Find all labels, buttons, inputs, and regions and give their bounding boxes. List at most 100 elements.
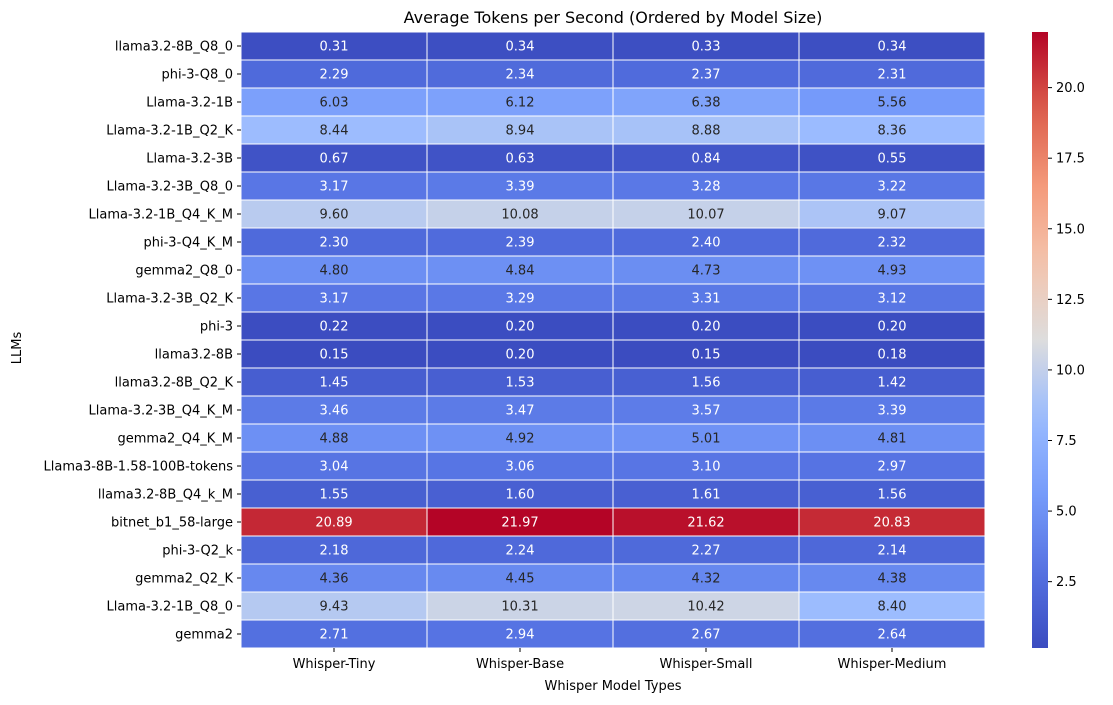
heatmap-cell bbox=[612, 143, 800, 173]
cell-value-label: 4.38 bbox=[878, 572, 907, 587]
heatmap-cell bbox=[240, 283, 428, 313]
cell-value-label: 8.94 bbox=[506, 124, 535, 139]
cell-value-label: 4.81 bbox=[878, 432, 907, 447]
cell-value-label: 4.73 bbox=[692, 264, 721, 279]
row-labels: llama3.2-8B_Q8_0 phi-3-Q8_0 Llama-3.2-1B Ll… bbox=[44, 40, 241, 643]
cell-value-label: 0.34 bbox=[506, 40, 535, 55]
colorbar-tick-label: 10.0 bbox=[1056, 363, 1085, 378]
row-label: Llama-3.2-3B_Q8_0 bbox=[107, 180, 233, 195]
colorbar-tick-label: 5.0 bbox=[1056, 505, 1077, 520]
row-label: gemma2_Q8_0 bbox=[135, 264, 233, 279]
cell-value-label: 5.56 bbox=[878, 96, 907, 111]
cell-value-label: 6.03 bbox=[320, 96, 349, 111]
cell-value-label: 3.31 bbox=[692, 292, 721, 307]
row-label: gemma2 bbox=[175, 628, 233, 643]
heatmap-cell bbox=[798, 31, 986, 61]
heatmap-cell bbox=[426, 591, 614, 621]
heatmap-cell bbox=[426, 311, 614, 341]
row-label: Llama-3.2-1B_Q8_0 bbox=[107, 600, 233, 615]
cell-value-label: 2.32 bbox=[878, 236, 907, 251]
colorbar-tick-label: 20.0 bbox=[1056, 81, 1085, 96]
cell-value-label: 1.55 bbox=[320, 488, 349, 503]
colorbar-tick-label: 7.5 bbox=[1056, 434, 1077, 449]
cell-value-label: 8.88 bbox=[692, 124, 721, 139]
cell-value-label: 2.97 bbox=[878, 460, 907, 475]
cell-value-label: 3.29 bbox=[506, 292, 535, 307]
cell-value-label: 1.56 bbox=[878, 488, 907, 503]
heatmap-cell bbox=[798, 535, 986, 565]
x-axis-label: Whisper Model Types bbox=[544, 679, 681, 694]
row-label: gemma2_Q4_K_M bbox=[117, 432, 233, 447]
cell-value-label: 8.36 bbox=[878, 124, 907, 139]
cell-value-label: 0.84 bbox=[692, 152, 721, 167]
y-axis-label: LLMs bbox=[10, 332, 25, 365]
cell-value-label: 4.36 bbox=[320, 572, 349, 587]
cell-value-label: 1.56 bbox=[692, 376, 721, 391]
cell-value-label: 10.31 bbox=[501, 600, 538, 615]
heatmap-cell bbox=[426, 87, 614, 117]
cell-value-label: 3.39 bbox=[506, 180, 535, 195]
heatmap-cell bbox=[612, 479, 800, 509]
heatmap-cell bbox=[798, 591, 986, 621]
cell-value-label: 2.39 bbox=[506, 236, 535, 251]
cell-value-label: 0.18 bbox=[878, 348, 907, 363]
row-label: gemma2_Q2_K bbox=[135, 572, 233, 587]
column-label: Whisper-Base bbox=[476, 657, 564, 672]
colorbar-ticks: 2.5 5.0 7.5 10.0 12.5 15.0 17.5 20.0 bbox=[1048, 81, 1085, 590]
cell-value-label: 10.08 bbox=[501, 208, 538, 223]
cell-value-label: 0.63 bbox=[506, 152, 535, 167]
heatmap-cell bbox=[612, 339, 800, 369]
cell-value-label: 20.83 bbox=[873, 516, 910, 531]
heatmap-cell bbox=[240, 171, 428, 201]
heatmap-cell bbox=[798, 367, 986, 397]
cell-value-label: 2.40 bbox=[692, 236, 721, 251]
cell-value-label: 4.84 bbox=[506, 264, 535, 279]
cell-value-label: 4.88 bbox=[320, 432, 349, 447]
colorbar bbox=[1032, 32, 1048, 648]
cell-value-label: 2.34 bbox=[506, 68, 535, 83]
row-label: Llama-3.2-3B_Q2_K bbox=[106, 292, 233, 307]
cell-value-label: 3.10 bbox=[692, 460, 721, 475]
heatmap-cell bbox=[612, 283, 800, 313]
row-label: llama3.2-8B_Q8_0 bbox=[115, 40, 233, 55]
colorbar-tick-label: 17.5 bbox=[1056, 152, 1085, 167]
heatmap-cell bbox=[240, 31, 428, 61]
cell-value-label: 2.30 bbox=[320, 236, 349, 251]
cell-value-label: 9.07 bbox=[878, 208, 907, 223]
row-label: Llama-3.2-1B_Q2_K bbox=[106, 124, 233, 139]
heatmap-cell bbox=[426, 563, 614, 593]
heatmap-cell bbox=[240, 619, 428, 649]
cell-value-label: 3.17 bbox=[320, 292, 349, 307]
heatmap-cell bbox=[798, 311, 986, 341]
heatmap-cell bbox=[426, 31, 614, 61]
heatmap-cell bbox=[798, 563, 986, 593]
heatmap-cell bbox=[612, 171, 800, 201]
cell-value-label: 0.20 bbox=[692, 320, 721, 335]
cell-value-label: 1.60 bbox=[506, 488, 535, 503]
cell-value-label: 2.64 bbox=[878, 628, 907, 643]
row-label: Llama-3.2-1B_Q4_K_M bbox=[89, 208, 233, 223]
heatmap-cell bbox=[426, 535, 614, 565]
cell-value-label: 3.46 bbox=[320, 404, 349, 419]
cell-value-label: 0.34 bbox=[878, 40, 907, 55]
cell-value-label: 2.18 bbox=[320, 544, 349, 559]
cell-value-label: 2.71 bbox=[320, 628, 349, 643]
cell-value-label: 2.94 bbox=[506, 628, 535, 643]
row-label: phi-3 bbox=[200, 320, 233, 335]
cell-value-label: 3.06 bbox=[506, 460, 535, 475]
heatmap-cell bbox=[426, 367, 614, 397]
row-label: bitnet_b1_58-large bbox=[111, 516, 233, 531]
heatmap-cell bbox=[426, 171, 614, 201]
cell-value-label: 0.15 bbox=[320, 348, 349, 363]
cell-value-label: 4.32 bbox=[692, 572, 721, 587]
row-label: phi-3-Q2_k bbox=[162, 544, 233, 559]
heatmap-cell bbox=[798, 283, 986, 313]
heatmap-cell bbox=[612, 423, 800, 453]
cell-value-label: 9.60 bbox=[320, 208, 349, 223]
row-label: Llama3-8B-1.58-100B-tokens bbox=[44, 460, 234, 475]
heatmap-cell bbox=[612, 311, 800, 341]
cell-value-label: 4.93 bbox=[878, 264, 907, 279]
row-label: Llama-3.2-1B bbox=[146, 96, 233, 111]
cell-value-label: 2.29 bbox=[320, 68, 349, 83]
